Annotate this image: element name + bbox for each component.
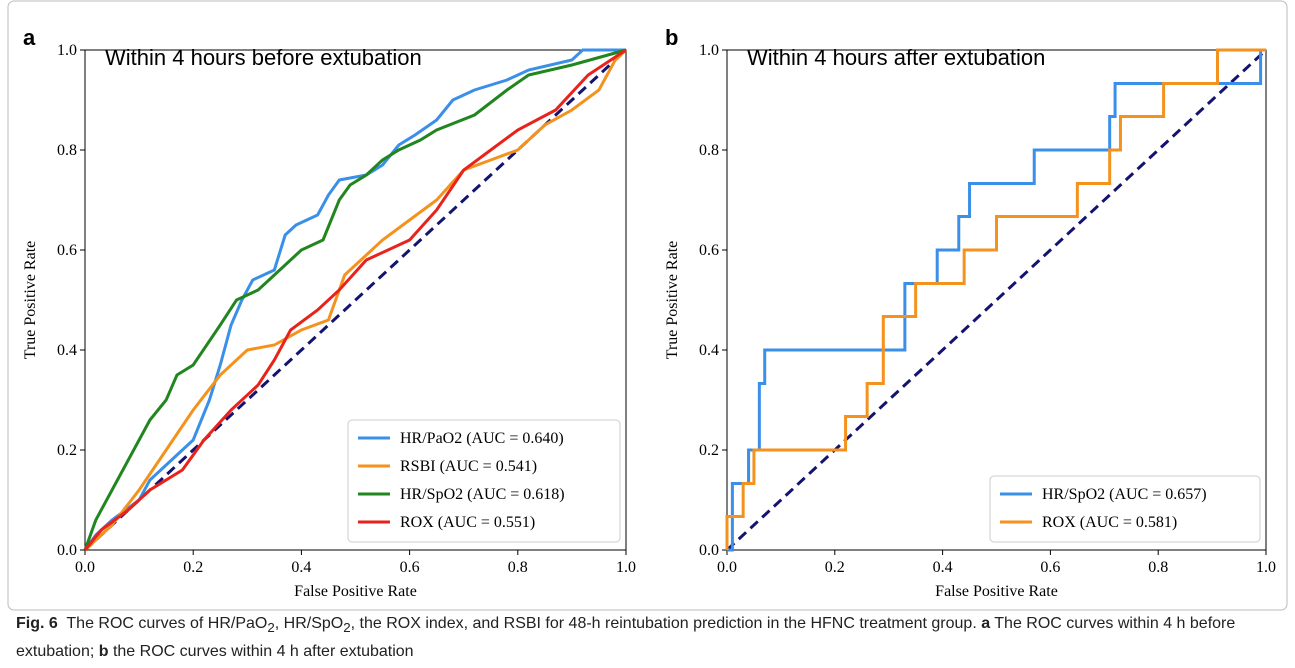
figure: 0.0 0.2 0.4 0.6 0.8 1.0 0.0 0.2 0.4 0.6 0.8 1.0 Fals… — [7, 0, 1288, 611]
y-tick-label: 1.0 — [699, 42, 719, 59]
plot-frame — [84, 49, 627, 551]
roc-curve — [727, 48, 1266, 552]
annotation: Within 4 hours before extubation — [105, 45, 422, 70]
legend-label: HR/PaO2 (AUC = 0.640) — [400, 430, 564, 447]
y-axis-label: True Positive Rate — [22, 241, 39, 360]
caption-panel: a — [981, 615, 991, 632]
x-tick-label: 0.8 — [1148, 559, 1168, 576]
y-tick-label: 0.2 — [699, 442, 719, 459]
legend-label: ROX (AUC = 0.581) — [1042, 514, 1177, 531]
x-axis-label: False Positive Rate — [935, 583, 1058, 600]
x-tick-label: 0.6 — [1040, 559, 1060, 576]
chance-line — [725, 48, 1268, 552]
legend-label: RSBI (AUC = 0.541) — [400, 458, 537, 475]
roc-curve — [83, 48, 626, 551]
x-tick-label: 0.0 — [75, 559, 95, 576]
caption-text: , HR/SpO — [274, 615, 344, 632]
roc-curve — [83, 48, 628, 552]
y-tick-label: 0.4 — [57, 342, 77, 359]
legend-box — [989, 475, 1261, 543]
legend-box — [347, 419, 621, 543]
caption-panel: b — [98, 643, 109, 661]
y-tick-label: 0.4 — [699, 342, 719, 359]
legend-label: HR/SpO2 (AUC = 0.657) — [1042, 486, 1207, 503]
panel-label: a — [23, 25, 36, 50]
y-tick-label: 0.0 — [57, 542, 77, 559]
x-tick-label: 0.0 — [717, 559, 737, 576]
legend-label: HR/SpO2 (AUC = 0.618) — [400, 486, 565, 503]
caption: Fig. 6 The ROC curves of HR/PaO2, HR/SpO… — [16, 612, 1278, 664]
y-tick-label: 0.0 — [699, 542, 719, 559]
y-tick-label: 0.2 — [57, 442, 77, 459]
annotation: Within 4 hours after extubation — [747, 45, 1045, 70]
y-axis-label: True Positive Rate — [664, 241, 681, 360]
legend-label: ROX (AUC = 0.551) — [400, 514, 535, 531]
x-tick-label: 0.6 — [400, 559, 420, 576]
caption-text: the ROC curves within 4 h after extubati… — [108, 643, 414, 661]
panel-label: b — [665, 25, 678, 50]
roc-curve — [83, 48, 627, 551]
figure-label: Fig. 6 — [16, 615, 58, 632]
x-tick-label: 0.4 — [291, 559, 311, 576]
y-tick-label: 0.6 — [699, 242, 719, 259]
x-tick-label: 0.4 — [933, 559, 953, 576]
y-tick-label: 0.8 — [57, 142, 77, 159]
y-tick-label: 1.0 — [57, 42, 77, 59]
caption-text: The ROC curves of HR/PaO — [66, 615, 268, 632]
x-tick-label: 1.0 — [616, 559, 636, 576]
roc-curve — [83, 48, 627, 551]
x-tick-label: 1.0 — [1256, 559, 1276, 576]
figure-frame — [7, 0, 1288, 611]
x-tick-label: 0.2 — [825, 559, 845, 576]
caption-text: , the ROX index, and RSBI for 48-h reint… — [350, 615, 982, 632]
y-tick-label: 0.8 — [699, 142, 719, 159]
caption-sub: 2 — [343, 620, 351, 636]
x-axis-label: False Positive Rate — [294, 583, 417, 600]
plot-frame — [726, 49, 1267, 551]
y-tick-label: 0.6 — [57, 242, 77, 259]
x-tick-label: 0.2 — [183, 559, 203, 576]
caption-text: The ROC curves within 4 h before extubat… — [16, 615, 1236, 661]
roc-curve — [725, 48, 1266, 550]
caption-sub: 2 — [267, 620, 275, 636]
x-tick-label: 0.8 — [508, 559, 528, 576]
